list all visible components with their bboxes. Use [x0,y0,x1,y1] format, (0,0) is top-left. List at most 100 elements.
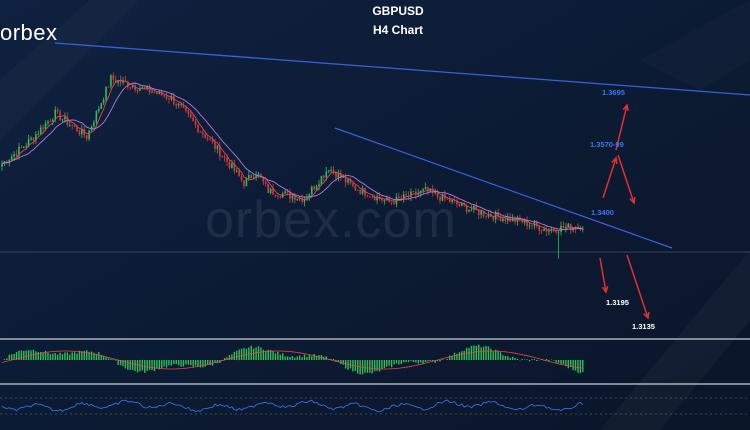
macd-bar [332,358,335,360]
candle-body [323,175,325,178]
macd-bar [369,360,371,373]
macd-bar [570,360,572,368]
candle-body [235,170,238,172]
macd-bar [177,360,180,366]
macd-bar [165,360,168,368]
candle-body [332,169,335,173]
macd-bar [504,356,507,360]
candle-body [538,225,541,231]
macd-bar [257,346,260,360]
candle-body [122,80,124,83]
candle-body [197,124,199,132]
candle-body [410,191,412,197]
macd-bar [197,360,199,367]
candle-body [434,192,436,193]
candle-body [182,105,185,108]
macd-bar [301,357,303,360]
candle-body [66,116,69,126]
candle-body [39,127,42,134]
candle-body [248,175,250,179]
macd-bar [412,360,415,363]
candle-body [545,228,548,232]
macd-bar [112,359,115,360]
macd-bar [279,354,281,360]
macd-bar [451,356,453,360]
watermark: orbex.com [205,191,457,249]
candle-body [267,183,269,194]
candle-body [412,191,415,193]
macd-bar [303,354,306,360]
macd-bar [277,351,279,360]
macd-bar [311,356,313,360]
macd-bar [170,360,173,366]
candle-body [301,197,303,202]
macd-bar [105,357,107,360]
candle-body [521,220,524,223]
candle-body [231,163,233,168]
macd-bar [407,360,410,362]
macd-bar [371,360,373,374]
candle-body [83,128,86,136]
candle-body [93,122,95,127]
macd-bar [168,360,170,366]
macd-bar [533,359,536,360]
macd-bar [23,350,25,360]
candle-body [233,163,236,172]
macd-bar [260,347,262,360]
candle-body [555,230,557,233]
candle-body [497,212,499,217]
candle-body [407,195,410,197]
arrow-up-2 [615,104,628,151]
macd-bar [243,347,245,360]
candle-body [327,170,330,172]
macd-bar [102,355,105,360]
macd-bar [265,350,267,360]
macd-bar [161,360,163,369]
candle-body [173,95,175,104]
candle-body [13,154,15,157]
macd-bar [432,360,434,362]
candle-body [361,187,364,194]
candle-body [371,196,374,198]
macd-bar [214,360,216,364]
arrow-down-alt [617,154,635,204]
arrow-down-alt-head [629,196,636,205]
macd-bar [10,354,13,360]
candle-body [470,209,473,211]
macd-bar [81,351,83,360]
macd-bar [509,357,511,360]
candle-body [262,177,265,182]
candle-body [284,191,286,194]
macd-bar [560,360,562,365]
candle-body [243,180,245,187]
candle-body [536,222,538,226]
candle-body [49,121,52,123]
macd-bar [337,360,340,362]
candle-body [68,124,71,126]
candle-body [356,189,359,191]
candle-body [303,199,306,202]
macd-bar [536,360,538,362]
candle-body [376,196,378,201]
macd-bar [233,351,236,360]
macd-bar [405,360,407,363]
candle-body [473,205,475,210]
candle-body [291,196,294,199]
candle-body [390,202,393,203]
candle-body [71,124,73,126]
macd-bar [376,360,378,371]
candle-body [499,216,502,222]
macd-bar [507,356,509,360]
candle-body [88,130,90,139]
macd-bar [294,357,296,360]
macd-bar [6,358,8,360]
macd-bar [419,360,422,363]
macd-bar [207,360,209,365]
macd-bar [274,353,277,360]
candle-body [383,199,386,201]
macd-bar [25,350,27,360]
candle-body [337,173,340,178]
macd-bar [156,360,158,369]
candle-body [461,203,463,206]
